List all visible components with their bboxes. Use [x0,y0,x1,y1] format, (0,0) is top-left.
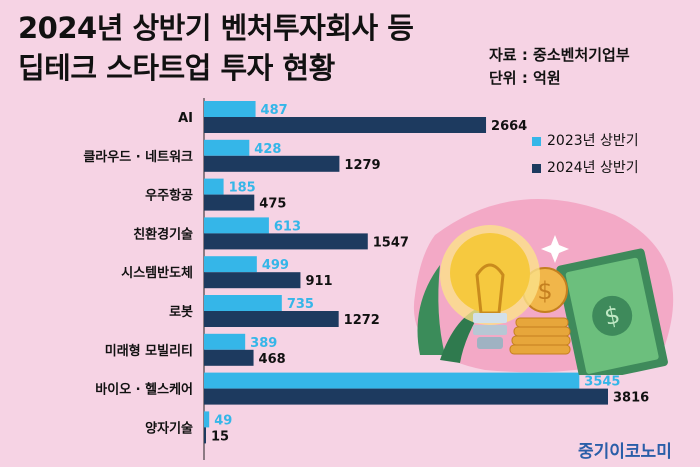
bar-2024 [204,349,254,366]
svg-text:$: $ [537,277,552,305]
value-label-2023: 3545 [584,375,620,390]
bar-2023 [204,295,282,311]
category-label: 미래형 모빌리티 [105,343,193,359]
category-label: 바이오 · 헬스케어 [95,382,193,398]
value-label-2023: 613 [274,219,301,234]
money-lightbulb-illustration: $ $ [413,199,674,375]
category-label: 시스템반도체 [121,265,193,281]
bar-2024 [204,155,340,172]
unit-label: 단위 : 억원 [489,69,561,87]
category-label: 양자기술 [145,421,193,436]
value-label-2023: 735 [287,297,314,312]
legend-item-2023: 2023년 상반기 [532,128,639,155]
bar-2024 [204,194,255,211]
value-label-2024: 2664 [491,119,527,134]
category-label: 로봇 [169,305,193,320]
value-label-2023: 499 [262,258,289,273]
category-label: 클라우드 · 네트워크 [83,149,193,165]
bar-2023 [204,256,257,273]
value-label-2024: 1272 [344,313,380,328]
value-label-2024: 911 [305,274,332,289]
bar-2023 [204,372,580,389]
bar-2023 [204,139,250,156]
chart-title: 2024년 상반기 벤처투자회사 등 딥테크 스타트업 투자 현황 [18,8,414,88]
value-label-2023: 49 [214,413,232,428]
bar-2023 [204,101,256,117]
legend-item-2024: 2024년 상반기 [532,155,639,182]
bar-2023 [204,217,269,234]
category-label: AI [178,111,193,126]
category-label: 우주항공 [145,188,193,204]
bar-2023 [204,333,246,350]
bar-2024 [204,427,206,444]
value-label-2024: 15 [211,429,229,444]
bar-2024 [204,311,339,327]
legend-label-2023: 2023년 상반기 [547,133,639,149]
bar-2024 [204,233,368,250]
legend-swatch-2024 [532,164,541,173]
legend: 2023년 상반기 2024년 상반기 [532,128,639,182]
legend-swatch-2023 [532,137,541,146]
bar-2023 [204,178,224,195]
bar-2024 [204,117,487,133]
title-line-2: 딥테크 스타트업 투자 현황 [18,51,335,85]
value-label-2023: 428 [254,142,281,157]
value-label-2023: 487 [261,103,288,118]
source-info: 자료 : 중소벤처기업부 단위 : 억원 [489,44,630,90]
svg-text:$: $ [602,301,623,332]
brand-logo: 중기이코노미 [578,442,672,462]
value-label-2024: 3816 [613,391,649,406]
value-label-2024: 475 [259,197,286,212]
category-label: 친환경기술 [133,226,193,242]
bar-2024 [204,272,301,289]
source-label: 자료 : 중소벤처기업부 [489,46,630,64]
value-label-2023: 389 [250,336,277,351]
bar-2023 [204,411,210,428]
value-label-2024: 1547 [373,235,409,250]
value-label-2024: 468 [259,352,286,367]
title-line-1: 2024년 상반기 벤처투자회사 등 [18,11,414,45]
value-label-2024: 1279 [344,158,380,173]
legend-label-2024: 2024년 상반기 [547,160,639,176]
value-label-2023: 185 [229,181,256,196]
bar-2024 [204,388,608,405]
